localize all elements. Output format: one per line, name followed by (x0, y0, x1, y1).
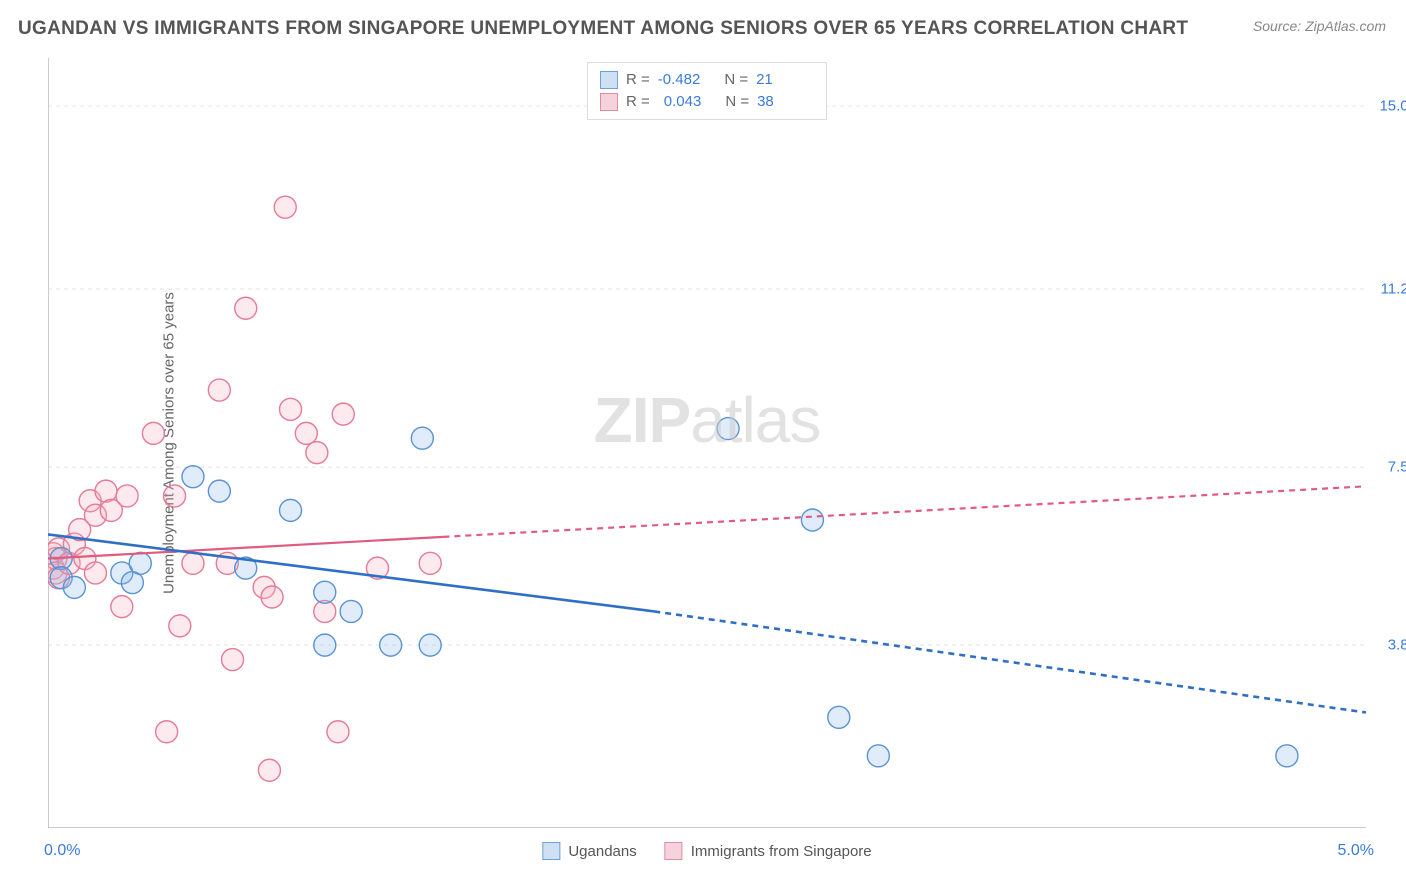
swatch-blue (542, 842, 560, 860)
legend-row-pink: R = 0.043 N = 38 (600, 91, 814, 113)
swatch-pink (600, 93, 618, 111)
n-value-blue: 21 (756, 69, 773, 91)
swatch-pink (665, 842, 683, 860)
series-name-blue: Ugandans (568, 843, 636, 860)
correlation-legend: R = -0.482 N = 21 R = 0.043 N = 38 (587, 62, 827, 120)
n-label: N = (724, 69, 748, 91)
r-value-blue: -0.482 (658, 69, 701, 91)
y-tick-label: 7.5% (1388, 459, 1406, 476)
chart-title: UGANDAN VS IMMIGRANTS FROM SINGAPORE UNE… (18, 18, 1188, 40)
source-attribution: Source: ZipAtlas.com (1253, 18, 1386, 34)
chart-area: Unemployment Among Seniors over 65 years… (48, 58, 1366, 828)
n-label: N = (725, 91, 749, 113)
legend-row-blue: R = -0.482 N = 21 (600, 69, 814, 91)
y-tick-label: 11.2% (1381, 281, 1406, 298)
y-tick-label: 15.0% (1379, 98, 1406, 115)
n-value-pink: 38 (757, 91, 774, 113)
r-value-pink: 0.043 (658, 91, 702, 113)
series-name-pink: Immigrants from Singapore (691, 843, 872, 860)
x-origin-label: 0.0% (44, 842, 80, 860)
series-legend: Ugandans Immigrants from Singapore (542, 842, 871, 860)
legend-item-blue: Ugandans (542, 842, 636, 860)
scatter-plot (48, 58, 1366, 828)
r-label: R = (626, 91, 650, 113)
r-label: R = (626, 69, 650, 91)
y-tick-label: 3.8% (1388, 637, 1406, 654)
swatch-blue (600, 71, 618, 89)
chart-header: UGANDAN VS IMMIGRANTS FROM SINGAPORE UNE… (0, 0, 1406, 40)
x-max-label: 5.0% (1338, 842, 1374, 860)
legend-item-pink: Immigrants from Singapore (665, 842, 872, 860)
